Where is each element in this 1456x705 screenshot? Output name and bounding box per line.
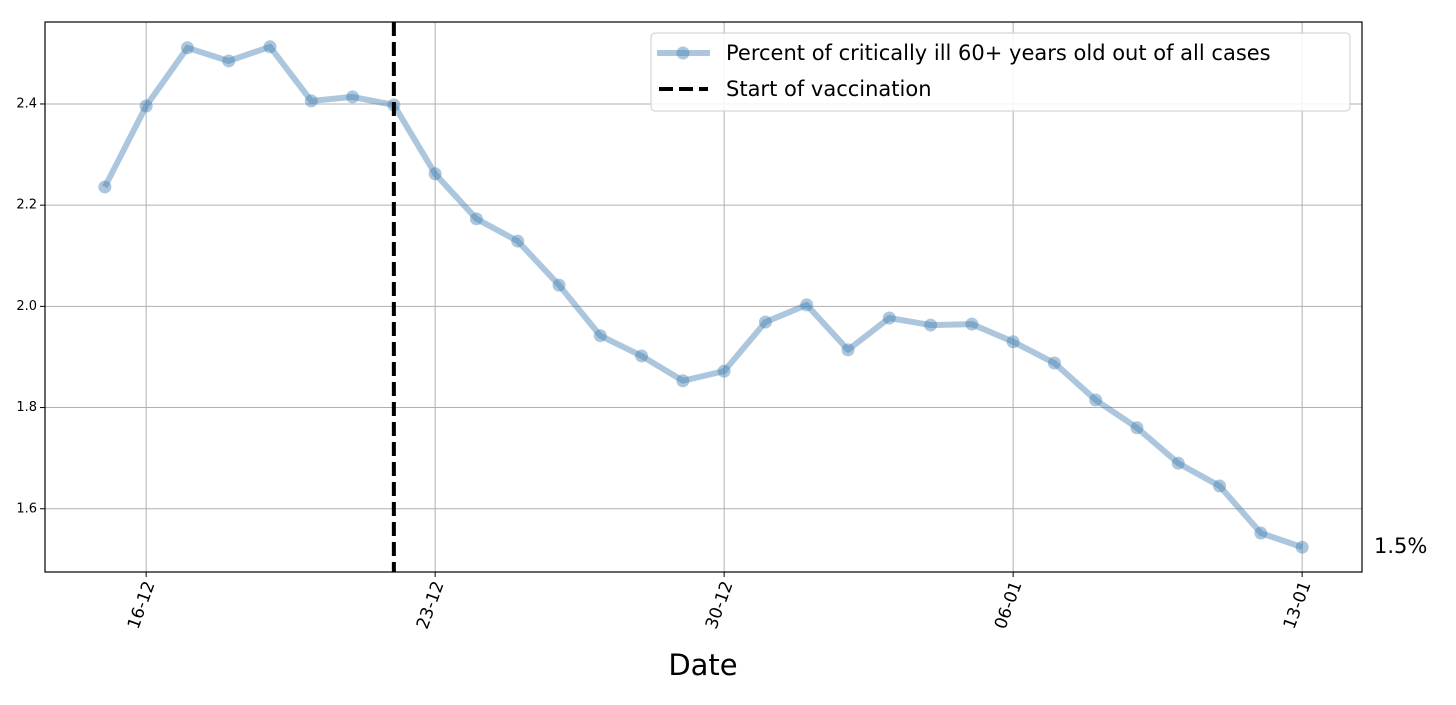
series-marker: [1213, 479, 1227, 493]
y-tick-label: 2.2: [16, 198, 37, 213]
series-marker: [1295, 540, 1309, 554]
legend-label: Start of vaccination: [726, 77, 932, 101]
series-marker: [800, 298, 814, 312]
legend-swatch-marker: [676, 46, 690, 60]
series-marker: [552, 278, 566, 292]
legend-label: Percent of critically ill 60+ years old …: [726, 41, 1271, 65]
series-marker: [511, 234, 525, 248]
x-tick-label: 13-01: [1280, 579, 1316, 632]
series-marker: [1006, 335, 1020, 349]
series-marker: [758, 315, 772, 329]
legend-box: [650, 32, 1351, 112]
series-marker: [263, 40, 277, 54]
series-line: [102, 43, 1304, 551]
plot-frame: [44, 21, 1363, 573]
series-marker: [1171, 456, 1185, 470]
series-marker: [180, 41, 194, 55]
y-tick-label: 2.0: [16, 299, 37, 314]
series-marker: [139, 99, 153, 113]
series-marker: [593, 329, 607, 343]
annotation: 1.5%: [1374, 534, 1427, 558]
series-marker: [222, 54, 236, 68]
series-marker: [635, 349, 649, 363]
series-marker: [717, 364, 731, 378]
x-tick-label: 06-01: [991, 579, 1027, 632]
series-marker: [98, 180, 112, 194]
y-tick-label: 2.4: [16, 96, 37, 111]
x-tick-label: 23-12: [413, 579, 449, 632]
x-tick-label: 16-12: [124, 579, 160, 632]
series-marker: [1047, 356, 1061, 370]
series-marker: [882, 311, 896, 325]
series-marker: [304, 94, 318, 108]
legend: Percent of critically ill 60+ years old …: [650, 32, 1351, 112]
series-marker: [469, 212, 483, 226]
y-tick-label: 1.6: [16, 501, 37, 516]
series-marker: [1254, 526, 1268, 540]
series-marker: [841, 343, 855, 357]
series-marker: [428, 167, 442, 181]
series-marker: [1130, 421, 1144, 435]
x-tick-label: 30-12: [702, 579, 738, 632]
series-marker: [965, 317, 979, 331]
series-marker: [346, 90, 360, 104]
series-marker: [676, 374, 690, 388]
x-axis-label: Date: [668, 648, 737, 682]
series-marker: [924, 318, 938, 332]
y-tick-label: 1.8: [16, 400, 37, 415]
series-marker: [1089, 393, 1103, 407]
